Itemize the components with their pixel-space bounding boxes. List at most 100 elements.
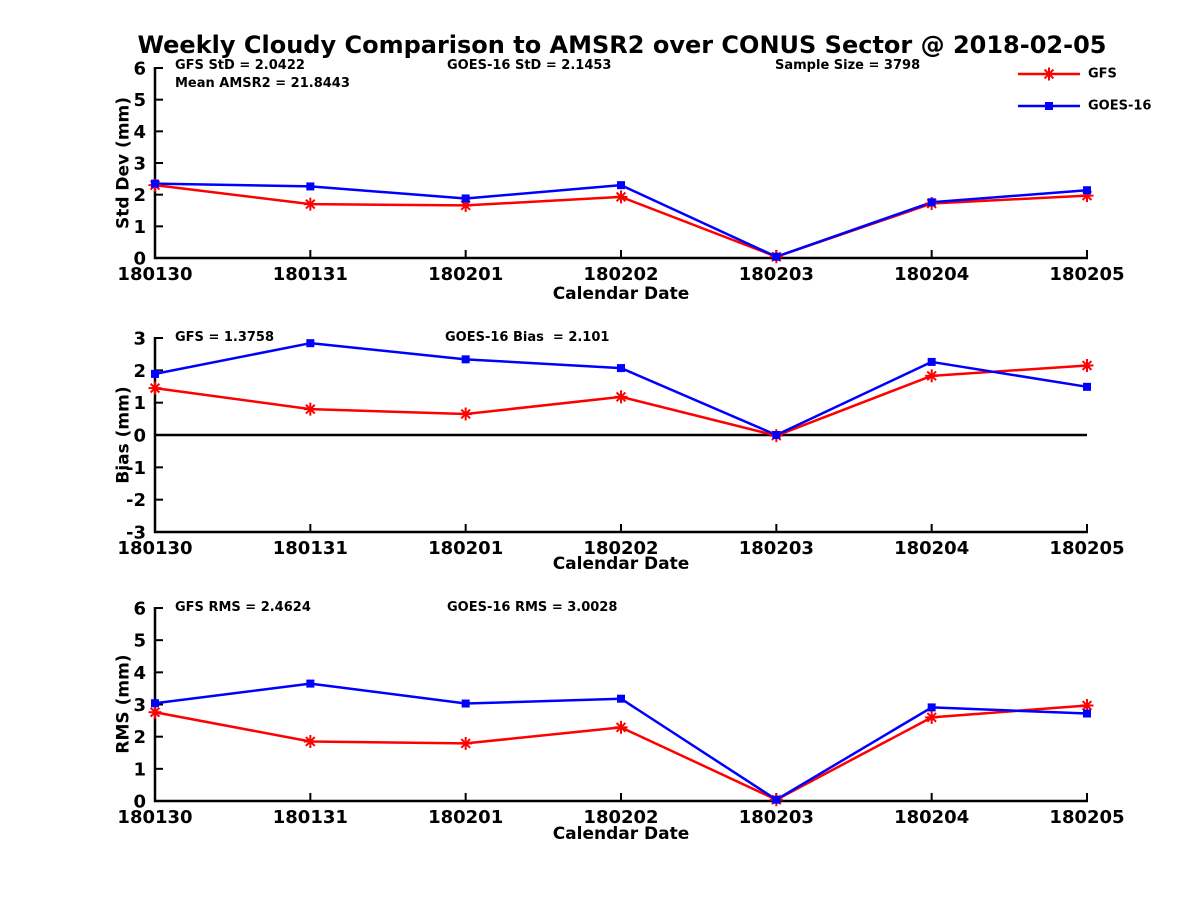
x-axis-label-2: Calendar Date <box>552 554 690 574</box>
marker-gfs <box>614 390 628 404</box>
y-tick-label: 2 <box>133 727 146 748</box>
subplot-1: 0 1 2 3 4 5 6 180130 180131 180201 180202 180203 180… <box>117 59 1124 286</box>
subplot-3: 0 1 2 3 4 5 6 180130 180131 180201 180202 180203 180… <box>117 599 1124 829</box>
x-tick-label: 180205 <box>1049 264 1124 285</box>
y-axis-label-rms: RMS (mm) <box>113 654 134 754</box>
annotation-gfs-rms: GFS RMS = 2.4624 <box>175 600 311 615</box>
x-axis-label-1: Calendar Date <box>552 284 690 304</box>
x-tick-label: 180203 <box>739 538 814 559</box>
x-tick-label: 180202 <box>583 538 658 559</box>
y-tick-label: 2 <box>133 361 146 382</box>
y-tick-label: 3 <box>133 695 146 716</box>
marker-gfs <box>459 736 473 750</box>
x-tick-label: 180203 <box>739 264 814 285</box>
y-axis-label-bias: Bias (mm) <box>113 386 134 484</box>
x-axis-label-3: Calendar Date <box>552 824 690 844</box>
figure-title: Weekly Cloudy Comparison to AMSR2 over C… <box>137 31 1107 59</box>
series-line-goes-16 <box>154 341 1088 437</box>
y-tick-label: 6 <box>133 599 146 620</box>
marker-goes-16 <box>617 181 625 190</box>
annotation-gfs-bias: GFS = 1.3758 <box>175 330 275 345</box>
x-tick-label: 180202 <box>583 264 658 285</box>
y-tick-label: 0 <box>133 426 146 447</box>
x-tick-label: 180130 <box>117 264 192 285</box>
x-tick-label: 180204 <box>894 807 969 828</box>
x-tick-label: 180201 <box>428 538 503 559</box>
marker-goes-16 <box>1083 382 1091 391</box>
marker-goes-16 <box>461 355 470 364</box>
y-tick-label: 4 <box>133 122 146 143</box>
marker-gfs <box>925 369 939 383</box>
marker-goes-16 <box>927 198 936 207</box>
marker-gfs <box>148 381 162 395</box>
legend-label-goes16: GOES-16 <box>1088 98 1152 114</box>
x-tick-label: 180131 <box>273 264 348 285</box>
y-tick-label: 2 <box>133 185 146 206</box>
y-tick-label: 6 <box>133 59 146 80</box>
legend-label-gfs: GFS <box>1088 66 1117 82</box>
x-tick-label: 180205 <box>1049 538 1124 559</box>
y-tick-label: -2 <box>126 490 146 511</box>
marker-gfs <box>1080 358 1094 372</box>
legend-marker-gfs <box>1042 67 1056 81</box>
marker-gfs <box>148 705 162 719</box>
marker-goes-16 <box>772 795 781 804</box>
marker-gfs <box>459 198 473 212</box>
marker-goes-16 <box>1083 186 1091 195</box>
marker-gfs <box>303 402 317 416</box>
y-tick-label: 1 <box>133 393 146 414</box>
marker-goes-16 <box>772 252 781 261</box>
marker-goes-16 <box>461 194 470 203</box>
annotation-goes16-std: GOES-16 StD = 2.1453 <box>447 58 612 73</box>
y-tick-label: 1 <box>133 759 146 780</box>
marker-goes-16 <box>927 357 936 366</box>
y-tick-label: 0 <box>133 249 146 270</box>
marker-gfs <box>459 407 473 421</box>
y-tick-label: 4 <box>133 663 146 684</box>
subplot-2: -3 -2 -1 0 1 2 3 180130 180131 180201 180202 180203… <box>117 329 1124 560</box>
y-tick-label: 0 <box>133 792 146 813</box>
series-line-gfs <box>154 704 1088 801</box>
x-tick-label: 180204 <box>894 538 969 559</box>
marker-gfs <box>614 720 628 734</box>
x-tick-label: 180130 <box>117 538 192 559</box>
annotation-goes16-bias: GOES-16 Bias = 2.101 <box>445 330 610 345</box>
marker-goes-16 <box>1083 709 1091 718</box>
y-axis-label-stddev: Std Dev (mm) <box>113 96 134 230</box>
y-tick-label: 5 <box>133 631 146 652</box>
x-tick-label: 180201 <box>428 264 503 285</box>
x-tick-label: 180204 <box>894 264 969 285</box>
y-tick-label: 1 <box>133 217 146 238</box>
y-tick-label: 5 <box>133 90 146 111</box>
x-tick-label: 180131 <box>273 538 348 559</box>
marker-goes-16 <box>151 699 159 708</box>
marker-goes-16 <box>151 179 159 188</box>
legend <box>1018 67 1080 110</box>
marker-goes-16 <box>151 369 159 378</box>
marker-goes-16 <box>927 703 936 712</box>
marker-gfs <box>303 197 317 211</box>
marker-gfs <box>303 734 317 748</box>
y-tick-label: -3 <box>126 523 146 544</box>
x-tick-label: 180130 <box>117 807 192 828</box>
marker-gfs <box>925 710 939 724</box>
y-tick-label: 3 <box>133 329 146 350</box>
legend-marker-goes-16 <box>1045 102 1053 110</box>
marker-gfs <box>614 190 628 204</box>
annotation-mean-amsr2: Mean AMSR2 = 21.8443 <box>175 76 350 91</box>
y-tick-label: 3 <box>133 154 146 175</box>
y-tick-label: -1 <box>126 458 146 479</box>
marker-goes-16 <box>772 431 781 439</box>
annotation-sample-size: Sample Size = 3798 <box>775 58 921 73</box>
x-tick-label: 180131 <box>273 807 348 828</box>
marker-goes-16 <box>617 694 625 703</box>
x-tick-label: 180201 <box>428 807 503 828</box>
marker-goes-16 <box>306 182 315 191</box>
x-tick-label: 180203 <box>739 807 814 828</box>
marker-goes-16 <box>306 339 315 348</box>
annotation-gfs-std: GFS StD = 2.0422 <box>175 58 305 73</box>
marker-goes-16 <box>617 364 625 373</box>
marker-goes-16 <box>306 679 315 688</box>
